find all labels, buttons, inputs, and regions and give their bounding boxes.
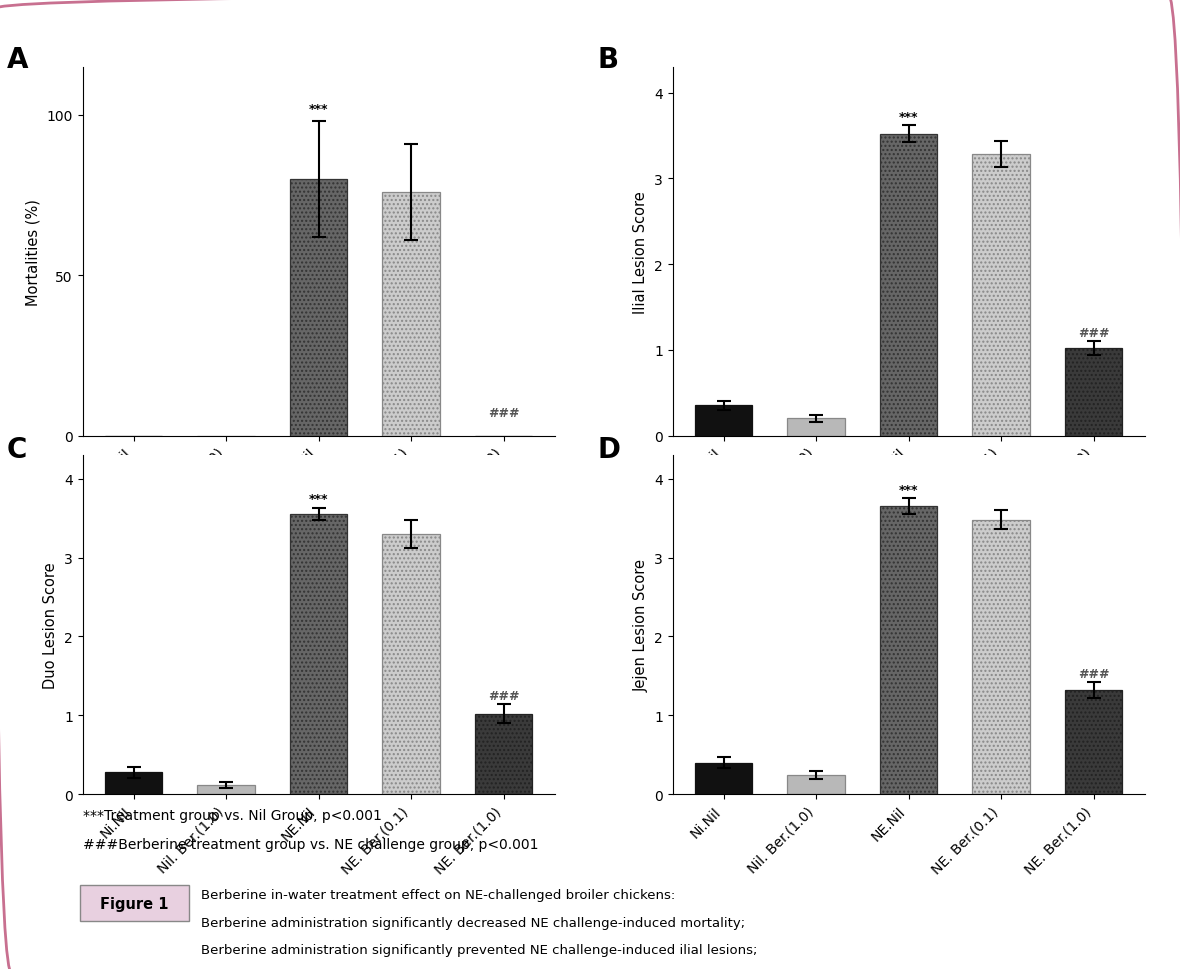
Text: Berberine administration significantly prevented NE challenge-induced ilial lesi: Berberine administration significantly p…: [201, 943, 758, 955]
Bar: [972, 155, 1030, 436]
Text: ***Treatment group vs. Nil Group, p<0.001: ***Treatment group vs. Nil Group, p<0.00…: [83, 808, 381, 822]
Bar: [382, 534, 440, 795]
Bar: [880, 507, 937, 795]
Bar: [476, 714, 532, 795]
Y-axis label: Mortalities (%): Mortalities (%): [26, 199, 41, 305]
Text: ###Berberine treatment group vs. NE challenge group, p<0.001: ###Berberine treatment group vs. NE chal…: [83, 837, 538, 851]
Bar: [290, 180, 347, 436]
Text: D: D: [597, 435, 620, 463]
Text: Berberine administration significantly decreased NE challenge-induced mortality;: Berberine administration significantly d…: [201, 916, 745, 928]
Bar: [105, 772, 162, 795]
Bar: [880, 135, 937, 436]
Bar: [1066, 691, 1122, 795]
Bar: [290, 515, 347, 795]
Text: ***: ***: [309, 493, 328, 506]
Text: A: A: [7, 46, 28, 74]
Bar: [787, 775, 845, 795]
Bar: [695, 406, 752, 436]
Bar: [972, 520, 1030, 795]
Y-axis label: Jejen Lesion Score: Jejen Lesion Score: [634, 558, 649, 692]
Text: B: B: [597, 46, 618, 74]
Bar: [1066, 349, 1122, 436]
Y-axis label: Duo Lesion Score: Duo Lesion Score: [44, 562, 59, 688]
Y-axis label: Ilial Lesion Score: Ilial Lesion Score: [634, 191, 649, 313]
Text: C: C: [7, 435, 27, 463]
Text: Berberine in-water treatment effect on NE-challenged broiler chickens:: Berberine in-water treatment effect on N…: [201, 889, 675, 901]
Text: ###: ###: [489, 407, 519, 420]
Bar: [197, 785, 255, 795]
Bar: [382, 193, 440, 436]
Text: ***: ***: [899, 484, 918, 496]
Text: ###: ###: [1079, 668, 1109, 680]
Text: ***: ***: [899, 110, 918, 123]
Bar: [787, 419, 845, 436]
Text: ###: ###: [1079, 327, 1109, 339]
Text: ###: ###: [489, 689, 519, 703]
Text: ***: ***: [309, 103, 328, 116]
Bar: [695, 763, 752, 795]
Text: Figure 1: Figure 1: [100, 895, 169, 911]
